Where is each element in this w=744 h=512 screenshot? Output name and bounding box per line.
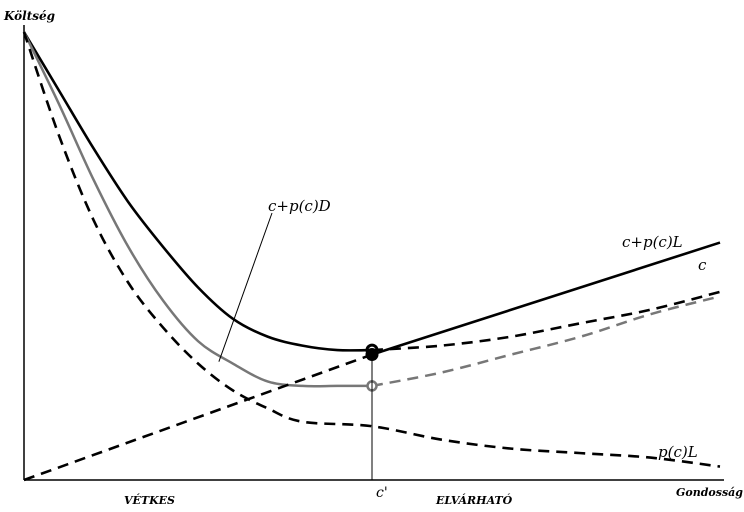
series-line-3 xyxy=(371,295,721,388)
series-label-cpL: c+p(c)L xyxy=(622,233,683,251)
series-line-6 xyxy=(22,31,721,468)
series-line-0 xyxy=(22,31,373,352)
series-label-c: c xyxy=(698,256,707,274)
series-label-pL: p(c)L xyxy=(658,443,698,461)
y-axis-label: Költség xyxy=(3,9,55,23)
series-line-1 xyxy=(22,31,372,388)
series-line-2 xyxy=(371,290,721,352)
x-tick-label: c' xyxy=(376,485,388,501)
x-axis-label: Gondosság xyxy=(676,486,743,499)
region-label-right: ELVÁRHATÓ xyxy=(435,493,513,507)
series-line-5 xyxy=(371,241,721,356)
region-label-left: VÉTKES xyxy=(124,493,175,507)
series-layer xyxy=(22,31,721,482)
series-line-4 xyxy=(23,353,373,482)
series-label-cpD: c+p(c)D xyxy=(268,197,331,215)
label-leader-line xyxy=(218,212,273,362)
